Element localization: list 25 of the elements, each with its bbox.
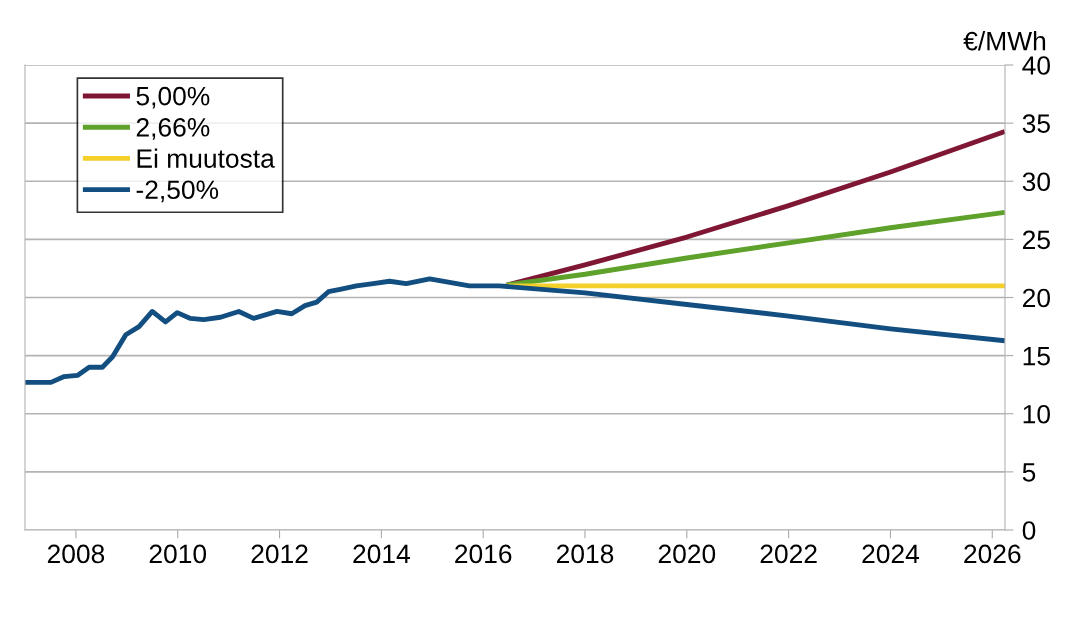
x-tick-label: 2022 <box>760 544 817 564</box>
line-series <box>25 276 1005 385</box>
y-tick-label: 30 <box>1022 172 1050 192</box>
legend-label: 2,66% <box>136 118 210 140</box>
legend-label: 5,00% <box>136 86 210 109</box>
legend-label: -2,50% <box>136 180 219 203</box>
x-tick-label: 2024 <box>862 544 920 564</box>
x-tick-label: 2020 <box>658 544 716 564</box>
legend-label: Ei muutosta <box>137 148 275 168</box>
y-axis-title: €/MWh <box>963 31 1046 51</box>
x-tick-label: 2018 <box>556 544 614 564</box>
x-tick-label: 2012 <box>251 544 308 564</box>
y-tick-label: 25 <box>1022 230 1050 250</box>
y-tick-label: 10 <box>1023 404 1050 424</box>
y-tick-label: 35 <box>1022 114 1050 133</box>
y-tick-label: 0 <box>1022 521 1036 540</box>
y-tick-label: 15 <box>1023 347 1050 366</box>
y-tick-label: 5 <box>1022 463 1036 482</box>
y-tick-label: 40 <box>1022 56 1050 75</box>
x-tick-label: 2010 <box>149 544 207 564</box>
y-tick-label: 20 <box>1022 288 1050 308</box>
x-tick-label: 2016 <box>455 544 512 564</box>
x-tick-label: 2026 <box>964 544 1021 564</box>
x-tick-label: 2014 <box>353 544 410 564</box>
x-tick-label: 2008 <box>47 544 105 564</box>
